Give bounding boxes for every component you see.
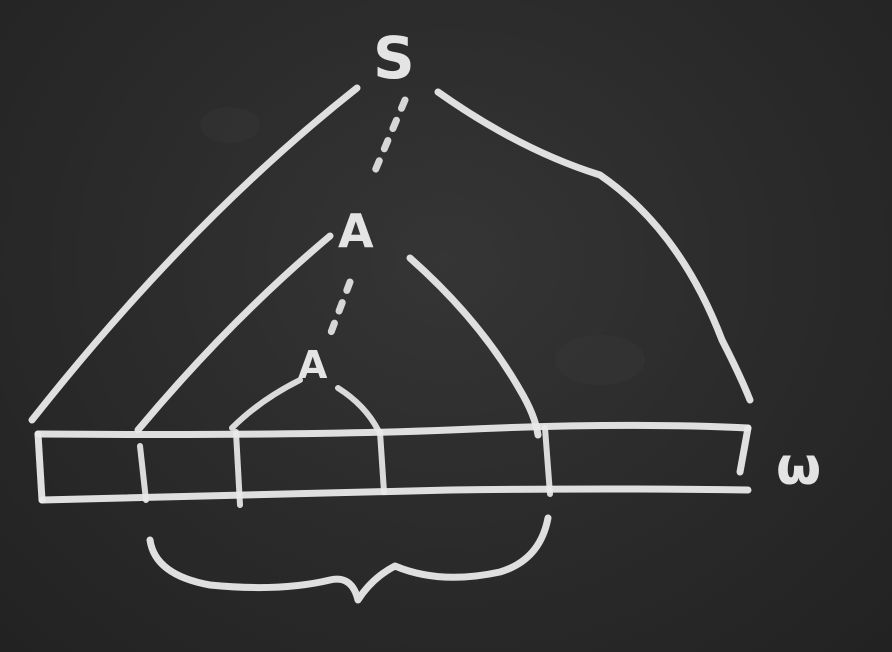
inner-left-edge <box>229 377 303 431</box>
mid-node-label: A <box>338 204 374 258</box>
string-tape-top <box>34 421 752 438</box>
dotted-path-a-to-a <box>326 278 354 339</box>
string-omega-label: ω <box>776 437 821 497</box>
inner-node-label: A <box>298 343 328 387</box>
dotted-path-s-to-a <box>368 96 409 182</box>
mid-right-edge <box>406 254 542 439</box>
mid-left-edge <box>134 232 334 434</box>
board-smudge <box>200 107 260 143</box>
tape-divider <box>233 429 243 508</box>
inner-right-edge <box>335 385 381 433</box>
board-smudge <box>555 335 645 385</box>
tape-divider <box>542 425 553 497</box>
string-tape-left-end <box>34 430 46 504</box>
outer-left-edge <box>28 84 361 424</box>
tape-divider <box>377 429 387 495</box>
outer-right-edge <box>434 88 754 404</box>
string-tape-bottom <box>38 485 752 504</box>
underbrace <box>146 514 552 604</box>
string-tape-right-end <box>736 424 752 476</box>
tape-divider <box>137 443 149 503</box>
root-node-label: S <box>373 24 415 92</box>
